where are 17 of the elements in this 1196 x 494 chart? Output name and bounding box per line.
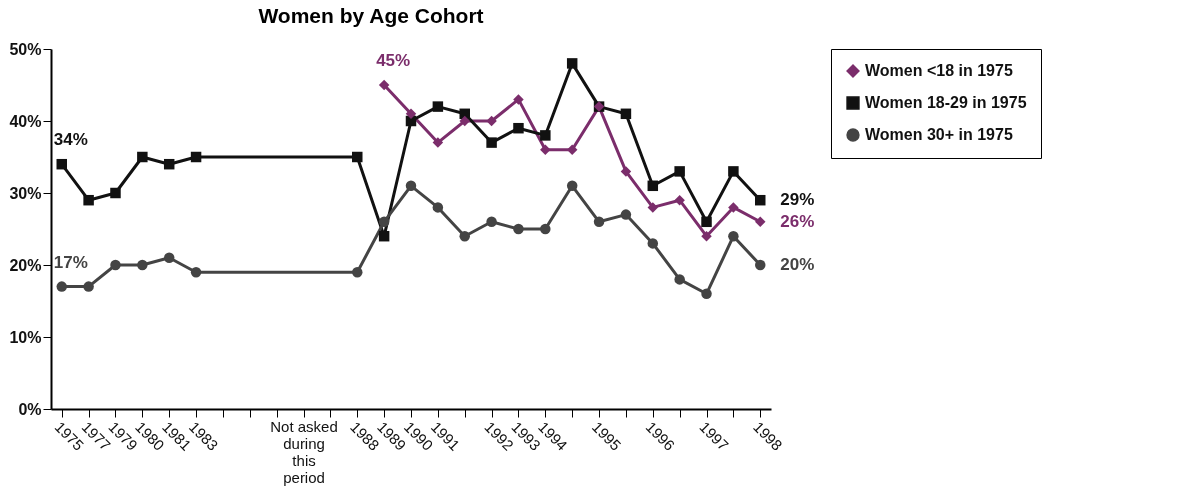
y-tick-label: 20%	[9, 256, 42, 274]
annotation: 20%	[780, 255, 815, 274]
legend-label: Women 30+ in 1975	[865, 126, 1013, 143]
annotation: 26%	[780, 211, 815, 231]
annotation: 29%	[780, 190, 815, 210]
annotation: 34%	[53, 130, 88, 150]
legend-label: Women 18-29 in 1975	[865, 94, 1027, 111]
legend-label: Women <18 in 1975	[865, 62, 1013, 79]
y-tick-label: 0%	[18, 400, 42, 418]
chart-title: Women by Age Cohort	[258, 4, 484, 27]
annotation: 17%	[53, 252, 88, 272]
annotation: 45%	[376, 51, 411, 70]
y-tick-label: 30%	[9, 184, 42, 202]
y-tick-label: 50%	[9, 40, 42, 58]
x-tick-label: Not asked during this period	[270, 417, 338, 486]
y-tick-label: 10%	[9, 328, 42, 346]
y-tick-label: 40%	[9, 112, 42, 130]
